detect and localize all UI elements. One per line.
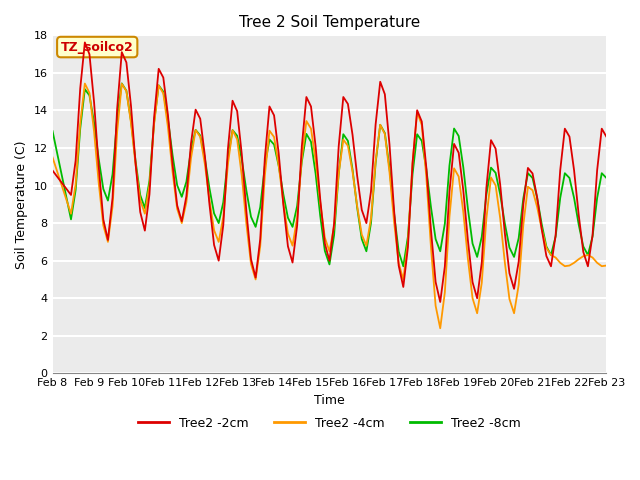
Legend: Tree2 -2cm, Tree2 -4cm, Tree2 -8cm: Tree2 -2cm, Tree2 -4cm, Tree2 -8cm (133, 412, 526, 435)
X-axis label: Time: Time (314, 394, 345, 407)
Title: Tree 2 Soil Temperature: Tree 2 Soil Temperature (239, 15, 420, 30)
Text: TZ_soilco2: TZ_soilco2 (61, 40, 134, 54)
Y-axis label: Soil Temperature (C): Soil Temperature (C) (15, 140, 28, 269)
